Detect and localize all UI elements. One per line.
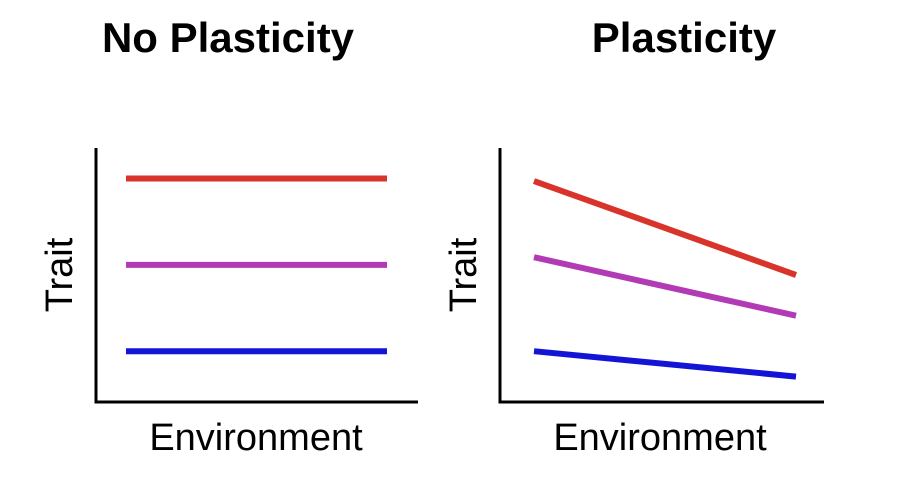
- series-purple-line: [533, 254, 797, 319]
- plot-area: Trait Environment: [39, 148, 418, 459]
- axes: [94, 148, 418, 404]
- x-axis-label: Environment: [149, 417, 363, 459]
- chart-title: No Plasticity: [101, 14, 355, 61]
- y-axis-label: Trait: [39, 237, 81, 312]
- chart-title: Plasticity: [591, 14, 777, 61]
- series-layer: [532, 178, 798, 380]
- series-blue-line: [533, 348, 797, 380]
- chart-no-plasticity: No Plasticity Trait Environment: [39, 14, 418, 459]
- series-red-line: [532, 178, 798, 278]
- chart-plasticity: Plasticity Trait Environment: [443, 0, 912, 480]
- axes: [498, 148, 824, 404]
- series-layer: [126, 175, 387, 355]
- x-axis-label: Environment: [553, 417, 767, 459]
- plot-area: Trait Environment: [443, 148, 824, 459]
- y-axis-label: Trait: [443, 237, 485, 312]
